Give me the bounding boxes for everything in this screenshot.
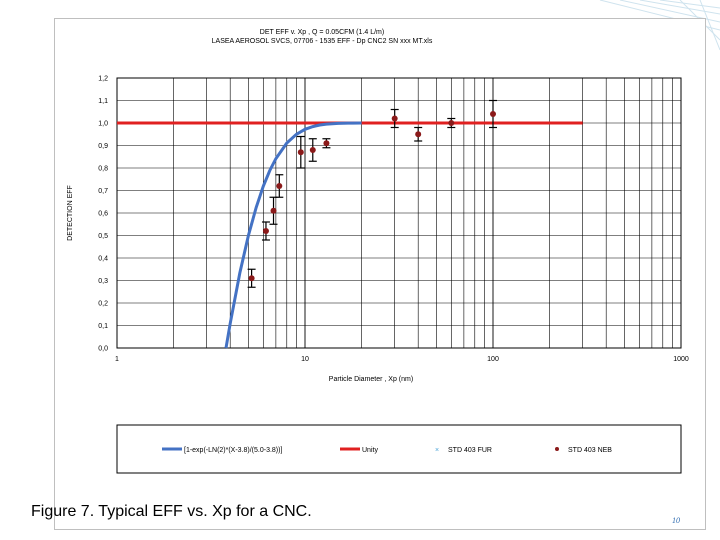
legend-fit-label: [1-exp(-LN(2)*(X-3.8)/(5.0-3.8))] (184, 447, 282, 454)
legend-neb-marker (555, 447, 559, 451)
y-tick-label: 0,4 (98, 256, 108, 263)
x-tick-labels: 1 10 100 1000 (115, 356, 689, 363)
y-tick-label: 0,8 (98, 166, 108, 173)
data-point-neb (270, 207, 277, 214)
y-tick-label: 0,7 (98, 188, 108, 195)
legend-fur-marker: × (435, 447, 439, 454)
x-tick-label: 10 (301, 356, 309, 363)
y-tick-label: 0,6 (98, 211, 108, 218)
y-tick-label: 1,2 (98, 76, 108, 83)
grid (117, 78, 681, 348)
series (117, 99, 583, 349)
y-tick-labels: 0,0 0,1 0,2 0,3 0,4 0,5 0,6 0,7 0,8 0,9 1,0 1,1 1,2 (98, 76, 108, 353)
legend-unity-label: Unity (362, 447, 378, 454)
y-tick-label: 0,5 (98, 233, 108, 240)
figure-caption: Figure 7. Typical EFF vs. Xp for a CNC. (31, 503, 312, 520)
y-tick-label: 0,3 (98, 278, 108, 285)
x-tick-label: 1 (115, 356, 119, 363)
x-axis-label: Particle Diameter , Xp (nm) (329, 376, 413, 383)
data-point-neb (276, 183, 283, 189)
legend-fur-label: STD 403 FUR (448, 447, 492, 454)
chart-title-line2: LASEA AEROSOL SVCS, 07706 - 1535 EFF - D… (212, 38, 433, 45)
data-point-neb (448, 120, 455, 126)
legend: [1-exp(-LN(2)*(X-3.8)/(5.0-3.8))] Unity … (116, 424, 682, 474)
data-point-neb (297, 149, 304, 156)
plot-area-border (116, 77, 682, 349)
y-tick-label: 1,1 (98, 98, 108, 105)
x-tick-label: 1000 (673, 356, 689, 363)
data-point-neb (248, 275, 255, 282)
y-tick-label: 0,1 (98, 323, 108, 330)
data-point-neb (391, 115, 398, 122)
y-tick-label: 0,0 (98, 346, 108, 353)
legend-neb-label: STD 403 NEB (568, 447, 612, 454)
data-point-neb (262, 228, 269, 234)
fit-curve (224, 121, 362, 349)
y-tick-label: 0,2 (98, 301, 108, 308)
x-tick-label: 100 (487, 356, 499, 363)
data-point-neb (309, 147, 316, 153)
slide-number: 10 (672, 516, 680, 525)
data-point-neb (490, 111, 496, 117)
y-tick-label: 1,0 (98, 121, 108, 128)
legend-box (116, 424, 682, 474)
y-axis-label: DETECTION EFF (67, 185, 74, 241)
data-point-neb (415, 131, 422, 138)
chart-title-line1: DET EFF v. Xp , Q = 0.05CFM (1.4 L/m) (260, 29, 384, 36)
data-point-neb (323, 140, 330, 147)
y-tick-label: 0,9 (98, 143, 108, 150)
